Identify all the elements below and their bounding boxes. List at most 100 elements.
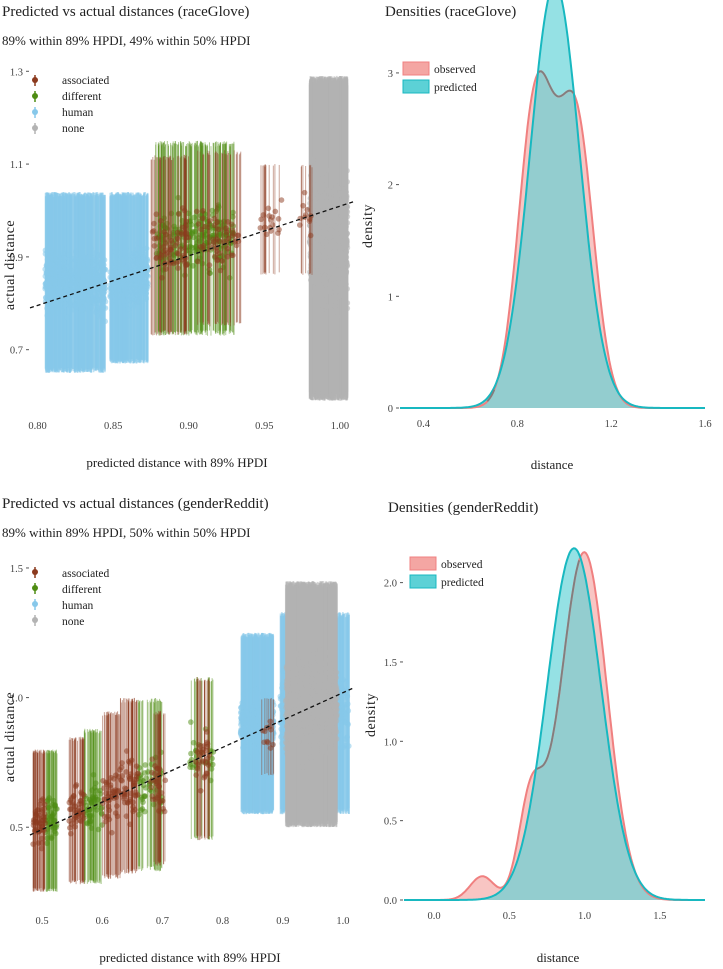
- associated-point: [225, 235, 232, 242]
- human-point: [91, 250, 98, 256]
- race-scatter-ylabel: actual distance: [3, 220, 18, 310]
- human-point: [51, 254, 58, 261]
- human-point: [107, 294, 113, 300]
- associated-point: [302, 212, 309, 218]
- human-point: [255, 734, 262, 740]
- legend-label-human: human: [62, 107, 94, 119]
- none-point: [314, 249, 321, 255]
- none-point: [324, 750, 330, 756]
- human-point: [43, 282, 50, 289]
- race-density-xtick-label: 0.4: [417, 419, 431, 430]
- none-point: [332, 196, 339, 203]
- associated-point: [181, 207, 188, 214]
- human-point: [89, 288, 96, 294]
- legend-label-predicted: predicted: [434, 82, 477, 94]
- none-point: [323, 281, 329, 288]
- human-point: [98, 252, 105, 259]
- human-point: [102, 318, 108, 325]
- none-point: [311, 655, 317, 661]
- gender-scatter-panel: Predicted vs actual distances (genderRed…: [2, 496, 356, 965]
- associated-point: [301, 189, 308, 196]
- race-density-xtick-label: 1.6: [698, 419, 711, 430]
- different-point: [175, 194, 182, 201]
- human-point: [63, 277, 70, 283]
- human-point: [118, 266, 125, 272]
- associated-point: [159, 274, 165, 281]
- race-density-xtick-label: 1.2: [605, 419, 618, 430]
- human-point: [118, 262, 125, 268]
- associated-point: [269, 214, 275, 220]
- human-point: [143, 283, 150, 289]
- human-point: [69, 284, 76, 290]
- human-point: [258, 749, 264, 756]
- race-scatter-ytick-label: 0.7: [10, 346, 23, 357]
- race-scatter-xtick-label: 0.80: [28, 421, 46, 432]
- human-point: [68, 267, 75, 274]
- none-point: [334, 313, 341, 320]
- human-point: [135, 240, 141, 246]
- human-point: [90, 267, 97, 274]
- gender-scatter-subtitle: 89% within 89% HPDI, 50% within 50% HPDI: [2, 525, 250, 540]
- none-point: [343, 189, 350, 195]
- different-point: [171, 223, 177, 230]
- associated-point: [228, 252, 235, 258]
- human-point: [49, 270, 56, 276]
- human-point: [127, 284, 134, 291]
- associated-point: [199, 215, 206, 222]
- human-point: [67, 292, 73, 299]
- human-point: [59, 281, 66, 287]
- human-point: [60, 270, 67, 277]
- different-point: [200, 232, 207, 238]
- human-point: [246, 715, 252, 722]
- associated-point: [160, 249, 167, 255]
- human-point: [101, 262, 107, 268]
- human-point: [58, 300, 64, 307]
- human-point: [339, 705, 345, 711]
- human-point: [44, 256, 51, 263]
- human-point: [116, 282, 123, 289]
- race-density-ytick-label: 3: [388, 69, 393, 80]
- legend-swatch-predicted: [402, 79, 430, 94]
- different-point: [158, 240, 164, 246]
- human-point: [124, 291, 131, 298]
- human-point: [109, 307, 115, 313]
- human-point: [61, 255, 68, 262]
- legend-label-associated: associated: [62, 75, 110, 87]
- none-point: [318, 268, 325, 274]
- human-point: [101, 257, 108, 263]
- human-point: [132, 287, 139, 293]
- associated-point: [269, 222, 276, 228]
- none-point: [340, 213, 346, 219]
- human-point: [340, 676, 346, 683]
- human-point: [94, 284, 100, 291]
- different-point: [183, 247, 190, 254]
- human-point: [134, 299, 141, 306]
- associated-point: [175, 211, 182, 217]
- human-point: [134, 245, 141, 252]
- none-point: [307, 269, 313, 275]
- associated-point: [195, 221, 202, 227]
- human-point: [63, 286, 70, 293]
- predicted-density-area: [400, 0, 705, 408]
- none-point: [334, 295, 340, 301]
- none-point: [329, 212, 335, 219]
- none-point: [331, 248, 338, 255]
- race-density-ytick-label: 0: [388, 404, 393, 415]
- human-point: [122, 266, 129, 272]
- human-point: [59, 244, 65, 251]
- none-point: [341, 180, 348, 187]
- associated-point: [307, 232, 314, 239]
- human-point: [257, 718, 263, 724]
- human-point: [246, 753, 252, 760]
- human-point: [76, 262, 82, 269]
- none-point: [318, 285, 325, 291]
- human-point: [86, 267, 93, 274]
- human-point: [112, 259, 119, 266]
- human-point: [116, 299, 123, 306]
- none-point: [313, 277, 320, 283]
- human-point: [64, 314, 70, 321]
- none-point: [308, 754, 314, 761]
- different-point: [199, 260, 206, 267]
- none-point: [326, 664, 333, 671]
- human-point: [113, 291, 119, 297]
